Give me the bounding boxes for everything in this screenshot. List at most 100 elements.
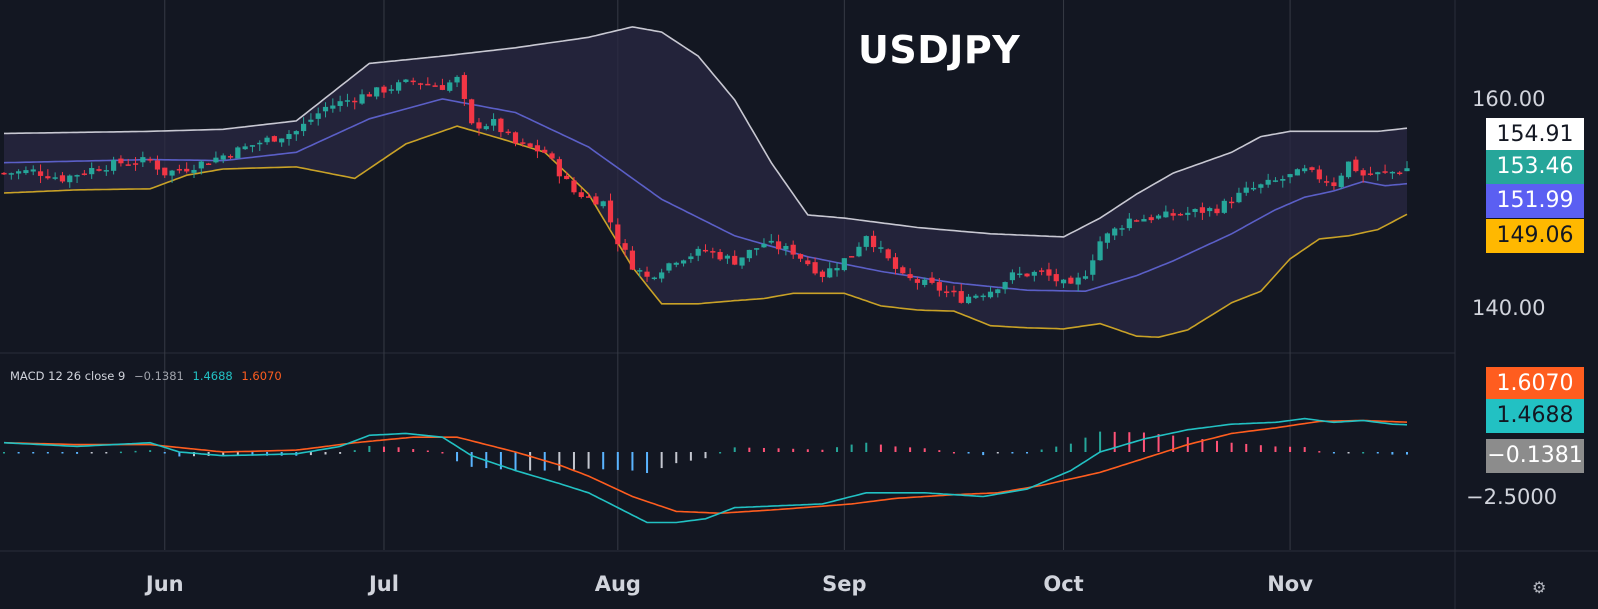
macd-histogram-bar xyxy=(762,447,765,452)
macd-histogram-bar xyxy=(836,447,839,452)
candle-body xyxy=(118,158,124,164)
candle-body xyxy=(235,147,241,159)
macd-badge: 1.4688 xyxy=(1486,399,1584,433)
candle-body xyxy=(257,142,263,145)
candle-body xyxy=(1192,209,1198,212)
candle-body xyxy=(673,262,679,265)
candle-body xyxy=(1024,273,1030,277)
candle-body xyxy=(169,170,175,176)
macd-histogram-bar xyxy=(1069,443,1072,452)
macd-histogram-bar xyxy=(982,452,985,456)
candle-body xyxy=(512,132,519,144)
candle-body xyxy=(1367,173,1374,175)
macd-histogram-bar xyxy=(1216,440,1219,452)
candle-body xyxy=(176,169,182,171)
candle-body xyxy=(710,251,716,253)
candle-body xyxy=(162,167,168,176)
candle-body xyxy=(293,131,299,135)
macd-histogram-bar xyxy=(178,452,181,457)
candle-body xyxy=(520,142,526,144)
candle-body xyxy=(856,246,862,257)
macd-legend-hist: −0.1381 xyxy=(133,369,184,383)
candle-body xyxy=(322,106,329,112)
candle-body xyxy=(1236,192,1242,203)
candle-body xyxy=(425,83,431,86)
macd-histogram-bar xyxy=(529,452,532,471)
macd-histogram-bar xyxy=(105,452,108,454)
candle-body xyxy=(213,157,219,163)
candle-body xyxy=(279,138,285,143)
candle-body xyxy=(702,249,709,252)
candle-body xyxy=(1148,217,1154,221)
candle-body xyxy=(1002,282,1008,290)
candle-body xyxy=(381,86,387,93)
candle-body xyxy=(724,255,731,259)
chart-title: USDJPY xyxy=(858,28,1021,72)
candle-body xyxy=(366,94,372,97)
macd-histogram-bar xyxy=(646,452,649,474)
candle-body xyxy=(527,143,533,148)
candle-body xyxy=(849,256,855,258)
candle-body xyxy=(410,80,416,83)
macd-histogram-bar xyxy=(821,449,824,452)
macd-legend-macd: 1.4688 xyxy=(192,369,233,383)
macd-histogram-bar xyxy=(1201,439,1204,452)
candle-body xyxy=(403,79,409,82)
macd-histogram-bar xyxy=(119,451,122,454)
candle-body xyxy=(184,168,190,172)
candle-body xyxy=(1404,168,1410,172)
candle-body xyxy=(206,163,212,165)
candle-body xyxy=(395,82,402,91)
candle-body xyxy=(717,252,723,260)
bollinger-band-fill xyxy=(4,26,1407,338)
macd-histogram-bar xyxy=(499,452,502,470)
macd-legend-label: MACD 12 26 close 9 xyxy=(10,369,126,383)
candle-body xyxy=(1141,219,1147,222)
candle-body xyxy=(695,248,701,256)
bollinger-upper-line xyxy=(4,26,1408,238)
candle-body xyxy=(1250,187,1257,190)
candle-body xyxy=(30,169,36,172)
macd-histogram-bar xyxy=(1099,431,1102,452)
candle-body xyxy=(103,170,109,172)
candle-body xyxy=(1331,182,1337,187)
macd-badge: −0.1381 xyxy=(1486,439,1584,473)
price-tick-label: 140.00 xyxy=(1472,296,1546,320)
macd-histogram-bar xyxy=(251,452,254,456)
macd-histogram-bar xyxy=(456,452,459,462)
candle-body xyxy=(1221,200,1227,213)
macd-histogram-bar xyxy=(967,452,970,454)
candle-body xyxy=(1104,233,1111,243)
candle-body xyxy=(841,258,847,271)
macd-histogram-bar xyxy=(1055,446,1058,452)
candle-body xyxy=(154,160,161,170)
time-axis-label-oct: Oct xyxy=(1043,572,1084,596)
candle-body xyxy=(1324,181,1330,183)
candle-body xyxy=(556,159,562,177)
settings-gear-icon[interactable]: ⚙ xyxy=(1532,580,1547,597)
candle-body xyxy=(651,277,657,280)
candle-body xyxy=(754,248,760,250)
candle-body xyxy=(629,250,636,270)
candle-body xyxy=(542,149,548,153)
candle-body xyxy=(1272,180,1279,182)
macd-histogram-bar xyxy=(1040,449,1043,452)
macd-histogram-bar xyxy=(1362,452,1365,454)
candle-body xyxy=(688,256,694,260)
candle-body xyxy=(344,100,351,102)
candle-body xyxy=(359,94,365,104)
candle-body xyxy=(1309,167,1315,170)
candle-body xyxy=(549,153,555,159)
macd-histogram-bar xyxy=(222,452,225,456)
candle-body xyxy=(622,243,628,250)
candle-body xyxy=(1243,187,1249,193)
candle-body xyxy=(8,173,14,175)
candle-body xyxy=(191,169,197,173)
macd-histogram-bar xyxy=(1128,432,1131,452)
candle-body xyxy=(834,268,840,271)
bollinger-lower-line xyxy=(3,125,1408,339)
candle-body xyxy=(1082,276,1089,279)
candle-body xyxy=(96,169,102,171)
candle-body xyxy=(797,254,804,259)
macd-histogram-bar xyxy=(719,452,722,454)
